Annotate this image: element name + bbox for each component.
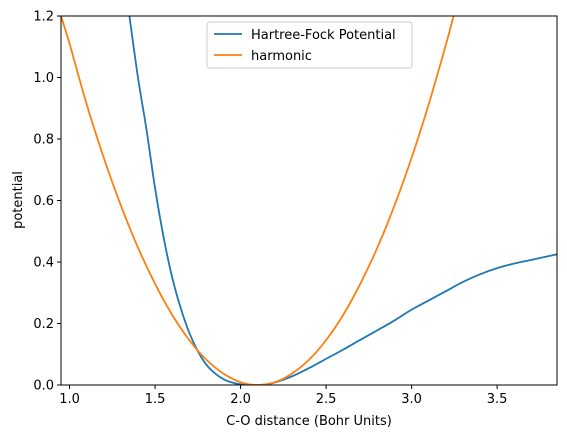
legend: Hartree-Fock Potential harmonic <box>206 21 413 69</box>
y-tick-label: 1.0 <box>33 71 54 86</box>
y-tick-label: 1.2 <box>33 10 54 25</box>
x-axis-ticks: 1.0 1.5 2.0 2.5 3.0 3.5 <box>59 385 507 407</box>
y-tick-label: 0.4 <box>33 256 54 271</box>
plot-area <box>61 16 557 385</box>
y-axis-label: potential <box>11 171 26 229</box>
x-tick-label: 1.0 <box>59 392 80 407</box>
x-tick-label: 1.5 <box>145 392 166 407</box>
y-tick-label: 0.0 <box>33 379 54 394</box>
series-line-harmonic <box>61 16 455 385</box>
legend-box <box>206 21 413 69</box>
y-tick-label: 0.2 <box>33 317 54 332</box>
x-axis-label: C-O distance (Bohr Units) <box>226 414 392 429</box>
x-tick-label: 2.0 <box>230 392 251 407</box>
x-tick-label: 3.0 <box>401 392 422 407</box>
x-tick-label: 2.5 <box>316 392 337 407</box>
y-tick-label: 0.8 <box>33 133 54 148</box>
legend-label-harmonic: harmonic <box>251 49 312 64</box>
series-layer <box>61 16 557 385</box>
y-axis-ticks: 0.0 0.2 0.4 0.6 0.8 1.0 1.2 <box>33 10 61 394</box>
legend-label-hartree-fock: Hartree-Fock Potential <box>251 28 396 43</box>
x-tick-label: 3.5 <box>487 392 508 407</box>
y-tick-label: 0.6 <box>33 194 54 209</box>
